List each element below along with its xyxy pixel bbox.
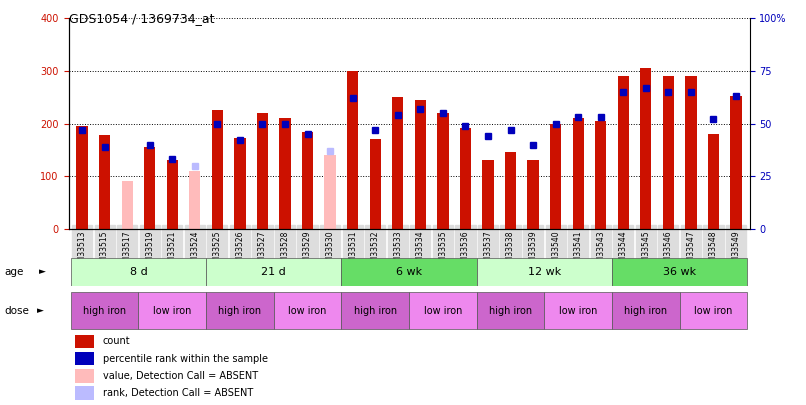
Bar [347, 71, 359, 229]
Bar [71, 258, 206, 286]
Text: high iron: high iron [354, 306, 397, 316]
Bar [144, 147, 156, 229]
Bar [325, 155, 336, 229]
Bar [75, 352, 94, 365]
Bar [612, 292, 679, 329]
Text: low iron: low iron [289, 306, 326, 316]
Bar [476, 258, 612, 286]
Bar [505, 152, 516, 229]
Text: 36 wk: 36 wk [663, 267, 696, 277]
Text: low iron: low iron [153, 306, 192, 316]
Bar [280, 118, 291, 229]
Bar [414, 100, 426, 229]
Text: dose: dose [4, 306, 29, 316]
Text: high iron: high iron [83, 306, 127, 316]
Bar [274, 292, 342, 329]
Bar [206, 292, 274, 329]
Text: count: count [102, 336, 131, 346]
Text: low iron: low iron [559, 306, 597, 316]
Text: 12 wk: 12 wk [528, 267, 561, 277]
Text: percentile rank within the sample: percentile rank within the sample [102, 354, 268, 364]
Bar [257, 113, 268, 229]
Bar [77, 126, 88, 229]
Bar [730, 96, 742, 229]
Text: GDS1054 / 1369734_at: GDS1054 / 1369734_at [69, 12, 214, 25]
Bar [544, 292, 612, 329]
Bar [189, 171, 201, 229]
Text: high iron: high iron [489, 306, 532, 316]
Bar [302, 132, 314, 229]
Bar [640, 68, 651, 229]
Bar [122, 181, 133, 229]
Bar [342, 258, 476, 286]
Bar [679, 292, 747, 329]
Bar [708, 134, 719, 229]
Bar [595, 121, 606, 229]
Text: low iron: low iron [694, 306, 733, 316]
Bar [685, 76, 696, 229]
Text: ►: ► [37, 306, 44, 315]
Bar [342, 292, 409, 329]
Bar [393, 97, 404, 229]
Bar [167, 160, 178, 229]
Bar [663, 76, 674, 229]
Text: high iron: high iron [625, 306, 667, 316]
Text: value, Detection Call = ABSENT: value, Detection Call = ABSENT [102, 371, 258, 381]
Bar [235, 138, 246, 229]
Bar [370, 139, 381, 229]
Bar [212, 110, 223, 229]
Bar [75, 369, 94, 382]
Bar [572, 118, 584, 229]
Text: high iron: high iron [218, 306, 261, 316]
Bar [206, 258, 342, 286]
Text: ►: ► [39, 267, 46, 276]
Bar [482, 160, 493, 229]
Bar [612, 258, 747, 286]
Bar [617, 76, 629, 229]
Bar [527, 160, 538, 229]
Text: 21 d: 21 d [261, 267, 286, 277]
Bar [437, 113, 448, 229]
Bar [409, 292, 476, 329]
Text: age: age [4, 267, 23, 277]
Bar [459, 128, 471, 229]
Bar [75, 335, 94, 348]
Text: 6 wk: 6 wk [396, 267, 422, 277]
Text: 8 d: 8 d [130, 267, 147, 277]
Bar [75, 386, 94, 400]
Bar [139, 292, 206, 329]
Bar [71, 292, 139, 329]
Bar [550, 124, 561, 229]
Bar [476, 292, 544, 329]
Text: rank, Detection Call = ABSENT: rank, Detection Call = ABSENT [102, 388, 253, 398]
Bar [99, 135, 110, 229]
Text: low iron: low iron [424, 306, 462, 316]
